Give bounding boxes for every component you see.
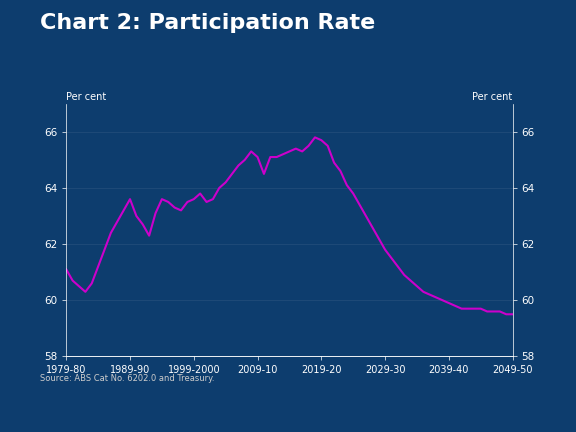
Text: Chart 2: Participation Rate: Chart 2: Participation Rate [40, 13, 376, 33]
Text: Source: ABS Cat No. 6202.0 and Treasury.: Source: ABS Cat No. 6202.0 and Treasury. [40, 374, 215, 383]
Text: Per cent: Per cent [66, 92, 107, 102]
Text: Per cent: Per cent [472, 92, 513, 102]
